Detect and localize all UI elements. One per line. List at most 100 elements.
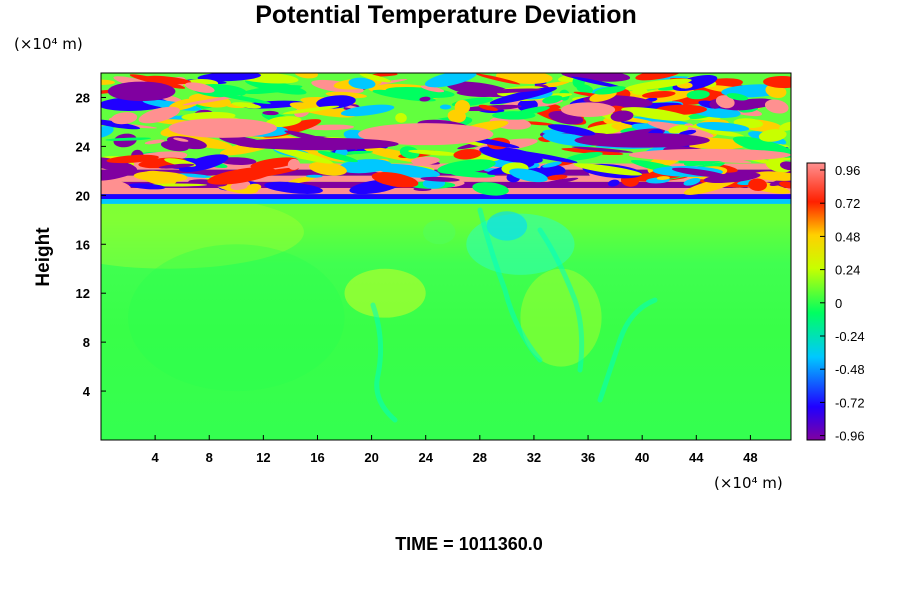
field-eddy [610,110,634,122]
field-eddy [439,104,452,110]
field-eddy [571,146,634,153]
colorbar-tick-label: 0 [835,296,842,311]
field-eddy [686,90,710,100]
field-feature [128,244,345,392]
field-eddy [376,163,440,178]
colorbar-tick-label: 0.48 [835,229,860,244]
y-tick-label: 8 [83,335,90,350]
field-eddy [399,146,420,159]
field-eddy [573,163,643,176]
plot-area [100,72,792,441]
field-eddy [571,76,624,89]
x-tick-label: 28 [473,450,487,465]
field-band [101,194,791,200]
field-eddy [635,73,682,81]
field-eddy [306,124,355,131]
field-eddy [316,95,356,109]
field-eddy [340,104,395,117]
colorbar-tick-label: -0.24 [835,329,865,344]
field-plume [370,302,398,423]
field-eddy [779,181,791,189]
field-eddy [395,113,407,123]
field-eddy [363,147,430,163]
field-eddy [489,86,558,105]
x-tick-label: 16 [310,450,324,465]
field-eddy [262,110,279,116]
field-patch [574,132,710,148]
field-eddy [758,129,787,142]
field-eddy [420,176,460,182]
x-tick-label: 44 [689,450,704,465]
field-eddy [479,146,543,164]
field-eddy [542,161,562,168]
field-feature [486,211,528,241]
field-eddy [621,107,691,121]
field-eddy [780,161,791,171]
y-tick-label: 4 [83,384,91,399]
field-eddy [173,137,189,142]
field-eddy [641,91,676,99]
field-eddy [106,154,159,164]
chart-title: Potential Temperature Deviation [255,1,637,29]
field-band [101,199,791,204]
field-eddy [218,157,257,165]
field-eddy [197,73,262,82]
field-eddy [561,148,624,156]
field-eddy [348,77,376,89]
field-eddy [272,146,333,164]
field-eddy [359,73,392,83]
field-feature [101,195,304,269]
colorbar: 0.96 0.72 0.48 0.24 0 -0.24 -0.48 -0.72 -0.96 [806,162,865,444]
field-eddy [408,149,460,156]
field-eddy [437,159,496,175]
field-eddy [685,125,744,138]
field-eddy [779,121,791,131]
field-eddy [144,75,192,85]
field-eddy [182,95,241,106]
y-tick-label: 24 [76,139,91,154]
field-eddy [370,73,398,77]
field-eddy [160,140,189,152]
field-band [101,187,791,195]
field-eddy [207,166,276,185]
field-eddy [478,104,498,111]
x-tick-label: 48 [743,450,757,465]
y-tick-label: 28 [76,90,90,105]
field-eddy [231,102,262,109]
field-eddy [453,148,482,160]
field-eddy [726,93,748,101]
field-eddy [473,88,542,94]
field-eddy [656,176,670,180]
field-eddy [607,179,620,187]
x-tick-label: 36 [581,450,595,465]
field-eddy [475,73,521,85]
field-eddy [411,156,440,165]
field-eddy [509,168,548,183]
field-eddy [105,137,152,141]
field-eddy [179,154,229,173]
field-eddy [763,76,791,89]
field-eddy [371,172,419,188]
field-eddy [128,183,166,190]
x-tick-label: 40 [635,450,649,465]
field-patch [358,123,494,146]
field-eddy [264,181,323,194]
field-eddy [454,99,471,114]
field-eddy [338,159,392,174]
colorbar-tick-label: -0.96 [835,429,865,444]
field-eddy [625,78,692,91]
field-eddy [671,167,726,178]
field-eddy [424,73,477,88]
y-tick-label: 16 [76,237,90,252]
field-eddy [715,95,735,109]
x-tick-label: 24 [418,450,433,465]
field-eddy [547,124,596,136]
colorbar-ticks: 0.96 0.72 0.48 0.24 0 -0.24 -0.48 -0.72 -0.96 [820,163,865,444]
field-eddy [546,174,568,180]
colorbar-tick-label: 0.96 [835,163,860,178]
y-tick-label: 20 [76,188,90,203]
field-eddy [764,99,789,114]
colorbar-tick-label: 0.24 [835,263,860,278]
y-unit-label: (×10⁴ m) [14,35,83,53]
